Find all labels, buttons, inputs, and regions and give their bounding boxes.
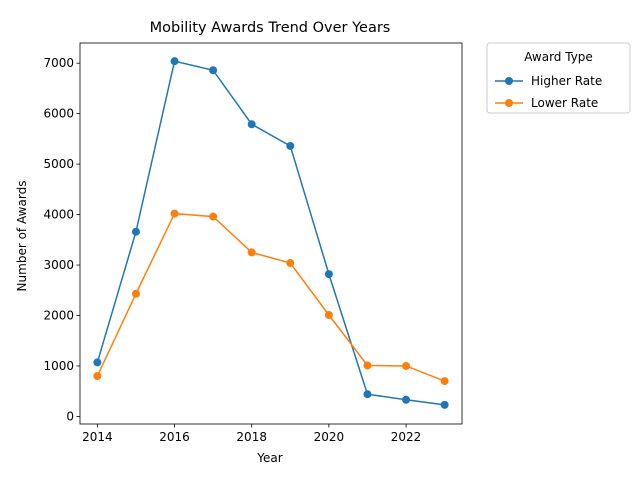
series-lower-rate <box>93 209 449 386</box>
series-line <box>96 212 445 382</box>
x-axis-label: Year <box>256 451 282 465</box>
data-point <box>131 289 140 298</box>
x-tick-label: 2022 <box>391 430 422 444</box>
y-tick-label: 5000 <box>43 157 74 171</box>
legend-title: Award Type <box>524 50 593 64</box>
y-tick-label: 4000 <box>43 208 74 222</box>
legend-swatch-marker <box>505 99 513 107</box>
data-point <box>247 120 256 129</box>
data-point <box>170 57 179 66</box>
legend-box <box>486 42 631 114</box>
legend-label: Lower Rate <box>531 96 598 110</box>
data-point <box>93 358 102 367</box>
data-point <box>440 400 449 409</box>
legend-label: Higher Rate <box>531 74 602 88</box>
plot-area: 2014 2016 2018 2020 2022 0 1000 2000 3000 4000 500… <box>43 42 463 444</box>
data-point <box>286 141 295 150</box>
data-point <box>209 212 218 221</box>
y-tick-label: 7000 <box>43 56 74 70</box>
data-point <box>209 66 218 75</box>
y-tick-label: 0 <box>66 409 74 423</box>
x-tick-label: 2020 <box>314 430 345 444</box>
y-tick-label: 2000 <box>43 309 74 323</box>
data-point <box>440 377 449 386</box>
data-point <box>131 227 140 236</box>
x-tick-label: 2014 <box>82 430 113 444</box>
y-axis-label: Number of Awards <box>15 181 29 292</box>
data-point <box>402 361 411 370</box>
x-tick-label: 2016 <box>159 430 190 444</box>
axes-frame <box>79 42 463 425</box>
y-tick-label: 3000 <box>43 258 74 272</box>
data-point <box>363 361 372 370</box>
data-point <box>324 310 333 319</box>
data-point <box>93 372 102 381</box>
y-tick-label: 6000 <box>43 107 74 121</box>
legend: Award Type Higher Rate Lower Rate <box>486 42 631 114</box>
data-point <box>170 209 179 218</box>
data-point <box>324 270 333 279</box>
legend-swatch-marker <box>505 77 513 85</box>
y-tick-label: 1000 <box>43 359 74 373</box>
series-higher-rate <box>93 57 449 409</box>
data-point <box>247 248 256 257</box>
data-point <box>402 395 411 404</box>
series-line <box>96 60 445 406</box>
x-tick-label: 2018 <box>236 430 267 444</box>
chart-title: Mobility Awards Trend Over Years <box>150 20 391 36</box>
data-point <box>363 390 372 399</box>
data-point <box>286 259 295 268</box>
